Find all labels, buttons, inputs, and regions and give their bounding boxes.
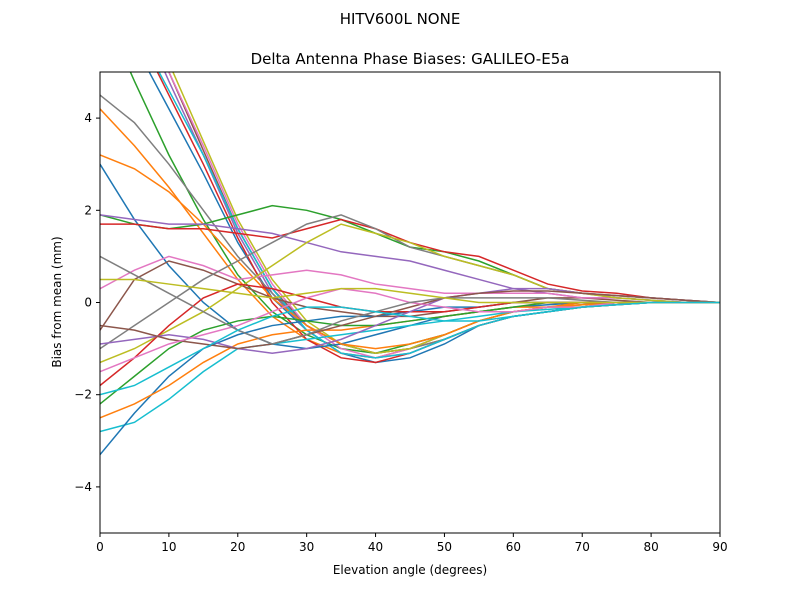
y-tick-label: −4: [74, 480, 92, 494]
x-tick-label: 0: [96, 540, 104, 554]
x-tick-label: 50: [437, 540, 452, 554]
series-line-21: [100, 301, 720, 419]
plot-frame: [99, 71, 721, 534]
x-tick-label: 10: [161, 540, 176, 554]
series-line-29: [100, 301, 720, 396]
y-axis-label: Bias from mean (mm): [50, 236, 64, 367]
series-line-25: [100, 290, 720, 350]
x-axis-label: Elevation angle (degrees): [333, 563, 487, 577]
y-tick-label: −2: [74, 388, 92, 402]
series-line-19: [100, 301, 720, 433]
y-tick-label: 4: [84, 111, 92, 125]
x-tick-label: 90: [712, 540, 727, 554]
x-tick-label: 20: [230, 540, 245, 554]
axis-ticks: 0 10 20 30 40 50 60 70 80 90 −4 −2 0 2 4: [74, 111, 727, 554]
chart-title: Delta Antenna Phase Biases: GALILEO-E5a: [251, 50, 570, 68]
series-line-11: [100, 154, 720, 350]
x-tick-label: 70: [575, 540, 590, 554]
y-tick-label: 0: [84, 296, 92, 310]
x-tick-label: 60: [506, 540, 521, 554]
suptitle: HITV600L NONE: [340, 10, 461, 28]
series-group: [100, 72, 720, 456]
series-line-28: [100, 278, 720, 304]
x-tick-label: 80: [643, 540, 658, 554]
x-tick-label: 40: [368, 540, 383, 554]
y-tick-label: 2: [84, 203, 92, 217]
x-tick-label: 30: [299, 540, 314, 554]
series-line-17: [100, 214, 720, 350]
